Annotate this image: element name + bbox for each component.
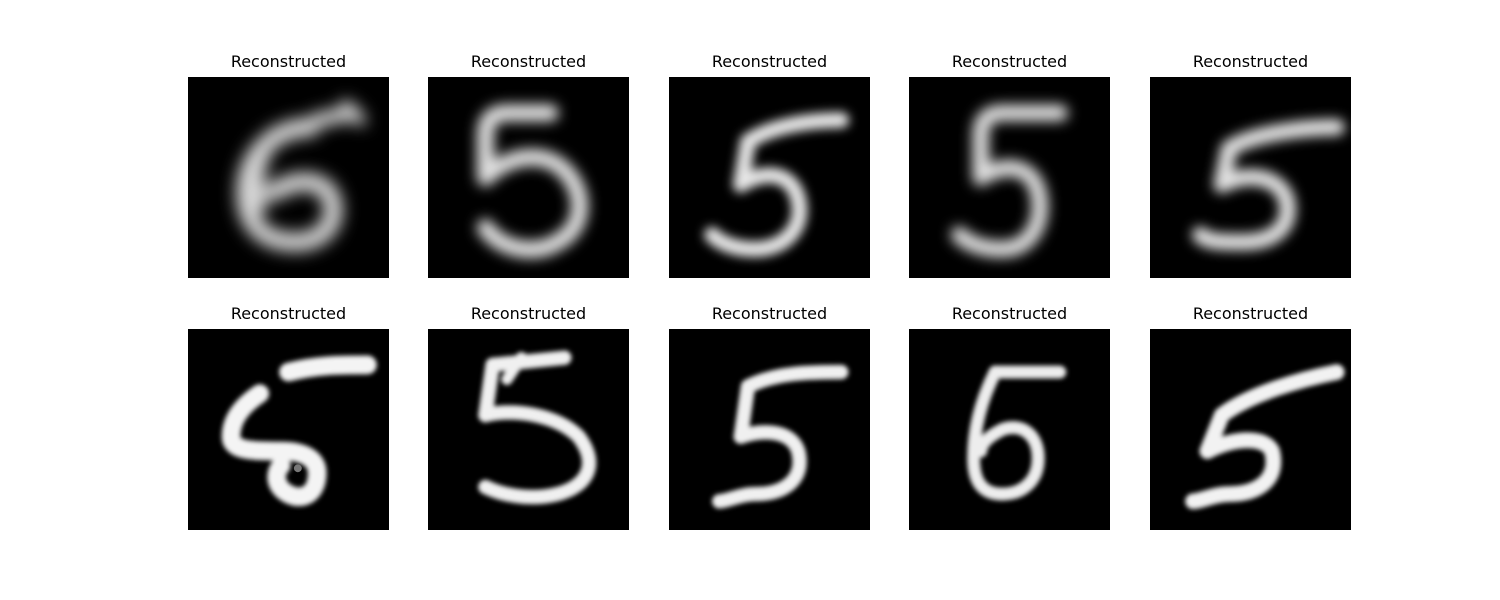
panel-title: Reconstructed: [951, 304, 1068, 323]
panel-title: Reconstructed: [711, 52, 828, 71]
panel-title: Reconstructed: [470, 304, 587, 323]
digit-5-blurry: [1191, 118, 1345, 251]
reconstructed-digit-image: [1150, 77, 1351, 278]
reconstructed-digit-image: [909, 329, 1110, 530]
reconstructed-digit-image: [669, 329, 870, 530]
digit-6-sharp: [221, 355, 377, 507]
digit-5-sharp: [1185, 364, 1345, 510]
reconstructed-digit-image: [909, 77, 1110, 278]
digit-6-sharp: [967, 365, 1067, 501]
digit-5-blurry: [704, 112, 850, 258]
panel-title: Reconstructed: [470, 52, 587, 71]
digit-5-blurry: [476, 104, 589, 259]
digit-5-blurry: [950, 104, 1069, 258]
digit-5-sharp: [478, 350, 597, 505]
panel-title: Reconstructed: [951, 52, 1068, 71]
panel-title: Reconstructed: [230, 52, 347, 71]
panel-title: Reconstructed: [1192, 52, 1309, 71]
panel-title: Reconstructed: [230, 304, 347, 323]
reconstructed-digit-image: [188, 329, 389, 530]
reconstructed-digit-image: [1150, 329, 1351, 530]
digit-5-sharp: [712, 364, 849, 509]
reconstructed-digit-image: [669, 77, 870, 278]
digit-6-blurry: [236, 99, 367, 252]
reconstructed-digit-image: [428, 329, 629, 530]
reconstructed-digit-image: [188, 77, 389, 278]
reconstructed-digit-image: [428, 77, 629, 278]
panel-title: Reconstructed: [1192, 304, 1309, 323]
panel-title: Reconstructed: [711, 304, 828, 323]
